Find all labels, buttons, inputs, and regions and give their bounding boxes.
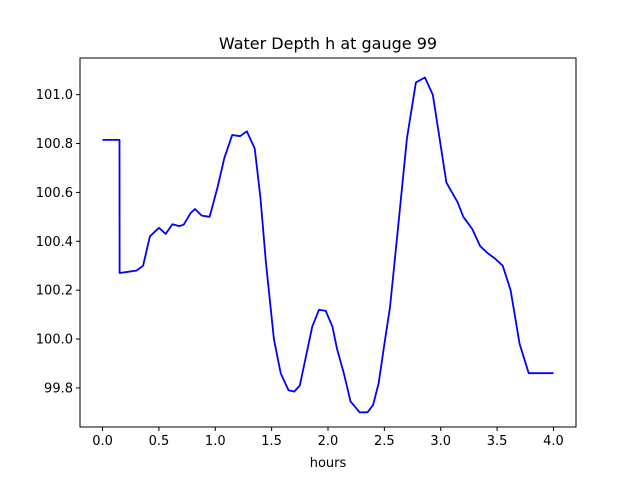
x-tick-label: 1.0 — [205, 434, 226, 449]
y-tick-label: 100.6 — [36, 186, 73, 201]
x-tick-label: 2.0 — [318, 434, 339, 449]
y-tick-label: 100.4 — [36, 235, 73, 250]
data-layer — [102, 76, 554, 414]
x-axis-label: hours — [310, 456, 347, 471]
x-tick-label: 3.0 — [430, 434, 451, 449]
x-tick-label: 0.5 — [149, 434, 170, 449]
x-tick-label: 3.5 — [487, 434, 508, 449]
chart-title: Water Depth h at gauge 99 — [219, 34, 437, 53]
y-tick-label: 99.8 — [44, 381, 73, 396]
x-tick-label: 4.0 — [543, 434, 564, 449]
series-line-0 — [102, 76, 554, 414]
x-tick-label: 1.5 — [261, 434, 282, 449]
x-axis: 0.0 0.5 1.0 1.5 2.0 2.5 3.0 3.5 4.0 — [92, 427, 564, 449]
plot-frame — [79, 57, 577, 428]
y-axis: 99.8 100.0 100.2 100.4 100.6 100.8 101.0 — [36, 88, 80, 396]
y-tick-label: 100.2 — [36, 284, 73, 299]
y-tick-label: 101.0 — [36, 88, 73, 103]
x-tick-label: 2.5 — [374, 434, 395, 449]
plot-area — [80, 58, 576, 427]
x-tick-label: 0.0 — [92, 434, 113, 449]
y-tick-label: 100.0 — [36, 333, 73, 348]
y-tick-label: 100.8 — [36, 137, 73, 152]
